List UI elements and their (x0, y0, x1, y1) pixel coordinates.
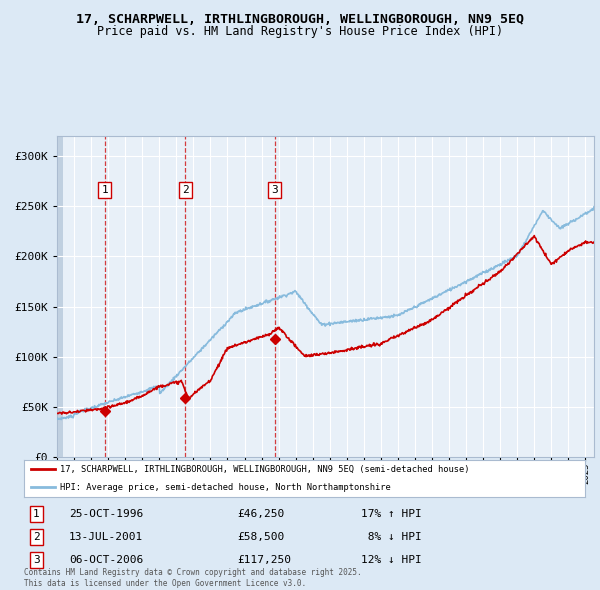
Bar (57, 136, 63, 457)
Text: 2: 2 (182, 185, 189, 195)
Text: 12% ↓ HPI: 12% ↓ HPI (361, 555, 421, 565)
Text: 2: 2 (33, 532, 40, 542)
Text: 13-JUL-2001: 13-JUL-2001 (69, 532, 143, 542)
Text: 17, SCHARPWELL, IRTHLINGBOROUGH, WELLINGBOROUGH, NN9 5EQ: 17, SCHARPWELL, IRTHLINGBOROUGH, WELLING… (76, 13, 524, 26)
Text: 17% ↑ HPI: 17% ↑ HPI (361, 509, 421, 519)
Text: 17, SCHARPWELL, IRTHLINGBOROUGH, WELLINGBOROUGH, NN9 5EQ (semi-detached house): 17, SCHARPWELL, IRTHLINGBOROUGH, WELLING… (61, 465, 470, 474)
Text: Contains HM Land Registry data © Crown copyright and database right 2025.
This d: Contains HM Land Registry data © Crown c… (24, 568, 362, 588)
Text: 3: 3 (271, 185, 278, 195)
Text: 25-OCT-1996: 25-OCT-1996 (69, 509, 143, 519)
Text: HPI: Average price, semi-detached house, North Northamptonshire: HPI: Average price, semi-detached house,… (61, 483, 391, 491)
Text: £58,500: £58,500 (237, 532, 284, 542)
Text: 1: 1 (101, 185, 108, 195)
Text: 06-OCT-2006: 06-OCT-2006 (69, 555, 143, 565)
Text: 8% ↓ HPI: 8% ↓ HPI (361, 532, 421, 542)
Text: 1: 1 (33, 509, 40, 519)
Text: £46,250: £46,250 (237, 509, 284, 519)
Text: Price paid vs. HM Land Registry's House Price Index (HPI): Price paid vs. HM Land Registry's House … (97, 25, 503, 38)
Text: £117,250: £117,250 (237, 555, 291, 565)
Text: 3: 3 (33, 555, 40, 565)
